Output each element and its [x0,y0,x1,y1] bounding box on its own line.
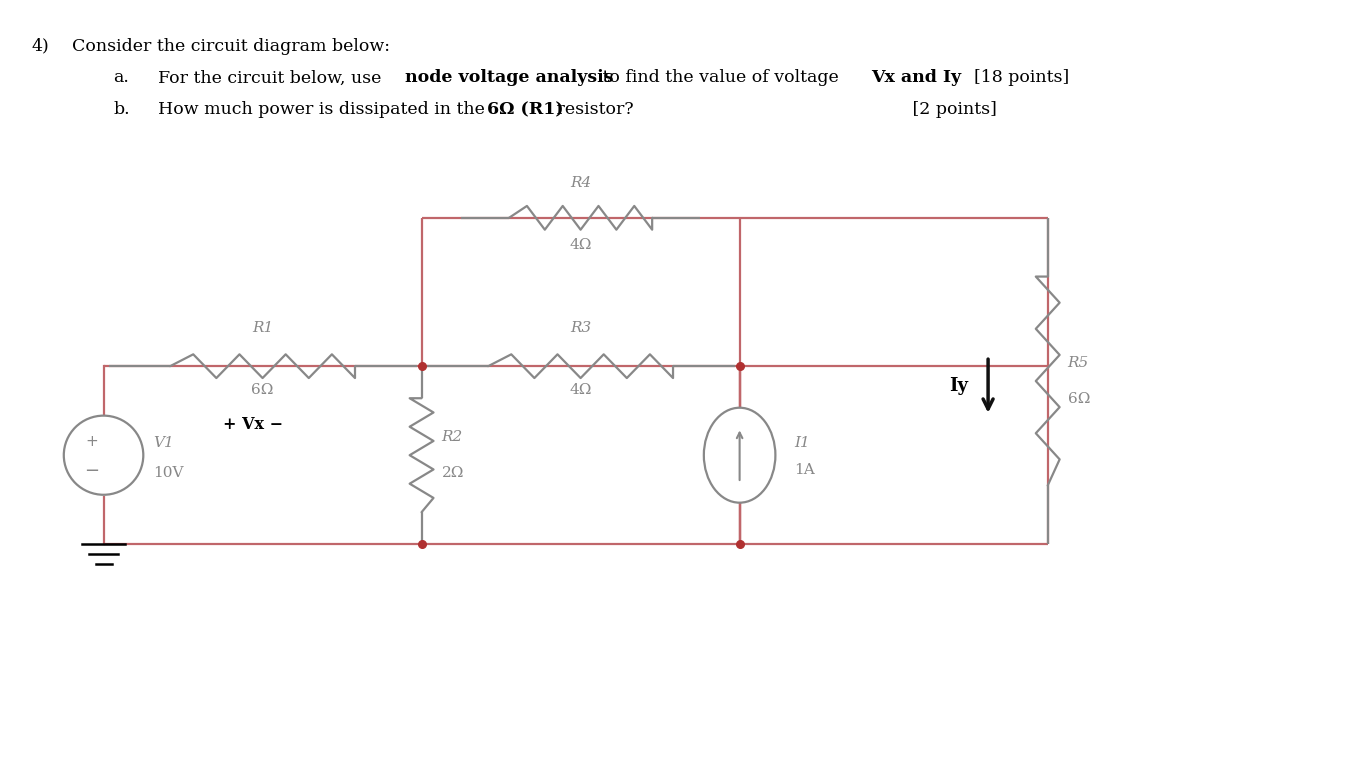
Text: Consider the circuit diagram below:: Consider the circuit diagram below: [72,38,389,55]
Ellipse shape [704,408,776,502]
Text: I1: I1 [795,437,810,450]
Text: + Vx −: + Vx − [222,416,282,433]
Text: 1A: 1A [795,463,815,477]
Text: 4Ω: 4Ω [570,383,591,397]
Circle shape [64,416,144,495]
Text: Iy: Iy [949,377,968,395]
Text: [2 points]: [2 points] [643,101,997,118]
Text: How much power is dissipated in the: How much power is dissipated in the [159,101,491,118]
Text: .: . [953,70,959,87]
Text: R1: R1 [252,320,273,335]
Text: 2Ω: 2Ω [442,466,464,480]
Text: V1: V1 [153,437,174,450]
Text: 4Ω: 4Ω [570,237,591,251]
Text: +: + [85,434,98,449]
Text: b.: b. [114,101,130,118]
Text: 6Ω: 6Ω [1067,392,1090,406]
Text: R4: R4 [570,176,591,190]
Text: For the circuit below, use: For the circuit below, use [159,70,386,87]
Text: resistor?: resistor? [552,101,635,118]
Text: 6Ω: 6Ω [251,383,274,397]
Text: node voltage analysis: node voltage analysis [405,70,613,87]
Text: R3: R3 [570,320,591,335]
Text: to find the value of voltage: to find the value of voltage [597,70,845,87]
Text: 4): 4) [33,38,50,55]
Text: a.: a. [114,70,129,87]
Text: 10V: 10V [153,466,184,480]
Text: R2: R2 [442,430,462,444]
Text: −: − [84,462,99,480]
Text: R5: R5 [1067,356,1089,370]
Text: Vx and Iy: Vx and Iy [872,70,961,87]
Text: 6Ω (R1): 6Ω (R1) [487,101,564,118]
Text: [18 points]: [18 points] [963,70,1069,87]
